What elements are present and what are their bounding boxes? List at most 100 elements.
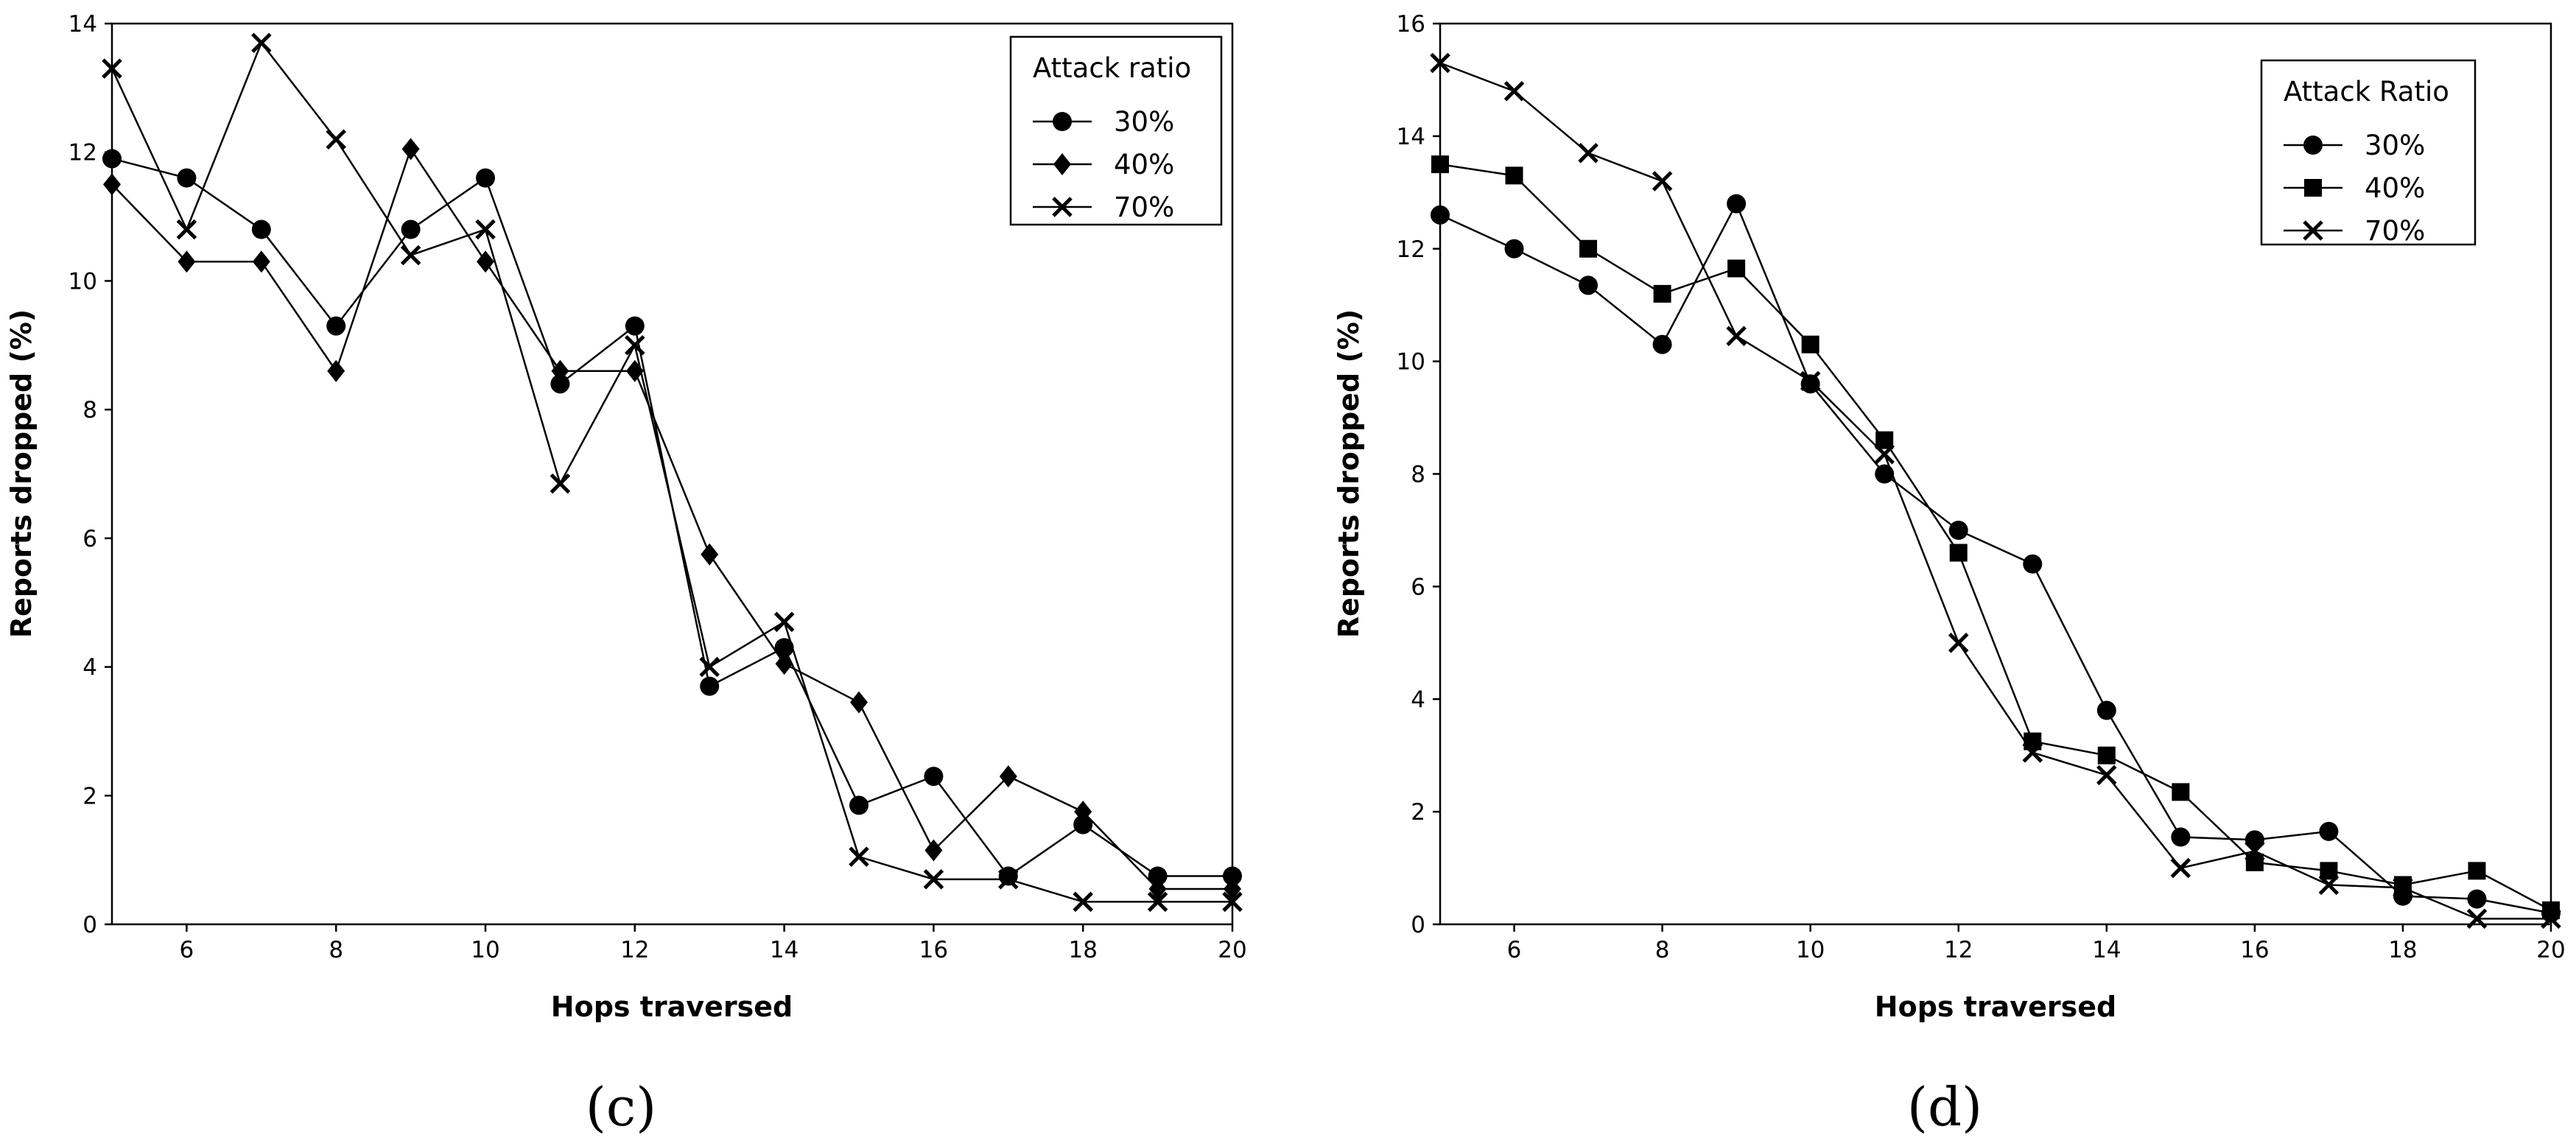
legend: Attack Ratio 30% 40% 70% xyxy=(2260,59,2477,247)
data-point xyxy=(1578,143,1598,164)
data-point xyxy=(2170,857,2191,879)
y-tick-label: 4 xyxy=(83,655,97,681)
data-point xyxy=(998,866,1018,886)
data-point xyxy=(700,676,720,696)
series-line xyxy=(111,147,1232,890)
data-point xyxy=(1073,891,1093,913)
legend-marker xyxy=(2303,136,2323,155)
data-point xyxy=(1949,544,1968,562)
y-tick-label: 10 xyxy=(69,268,97,295)
data-point xyxy=(400,245,421,266)
y-tick-label: 16 xyxy=(1397,11,1425,38)
series-30pct xyxy=(102,149,1242,886)
data-point xyxy=(924,839,943,862)
y-tick-label: 2 xyxy=(1411,799,1425,826)
data-point xyxy=(923,869,944,890)
y-tick-label: 6 xyxy=(1411,574,1425,600)
y-tick-label: 8 xyxy=(83,397,97,423)
data-point xyxy=(1653,284,1671,303)
data-point xyxy=(1875,464,1895,484)
legend-item: 70% xyxy=(2284,215,2425,247)
y-tick-label: 0 xyxy=(83,912,97,938)
legend-label: 70% xyxy=(1114,191,1174,223)
legend-item: 40% xyxy=(1033,149,1174,180)
x-tick-label: 10 xyxy=(471,937,499,963)
legend-marker xyxy=(1052,197,1073,217)
data-point xyxy=(1503,80,1525,102)
legend-title: Attack Ratio xyxy=(2284,76,2449,108)
data-point xyxy=(2541,908,2561,929)
x-tick-label: 6 xyxy=(180,937,194,963)
data-point xyxy=(251,32,272,53)
series-40pct xyxy=(103,138,1241,900)
data-point xyxy=(849,846,869,868)
x-tick-label: 14 xyxy=(770,937,799,963)
data-point xyxy=(2023,554,2043,574)
x-axis-label: Hops traversed xyxy=(1875,991,2116,1023)
data-point xyxy=(1948,520,1968,540)
x-tick-label: 12 xyxy=(620,937,649,963)
data-point xyxy=(1073,815,1093,834)
x-tick-label: 16 xyxy=(2240,937,2269,963)
legend-label: 30% xyxy=(1114,106,1174,138)
data-point xyxy=(102,149,122,169)
data-point xyxy=(326,129,346,150)
series-line xyxy=(111,158,1232,878)
data-point xyxy=(1801,335,1819,354)
legend-item: 70% xyxy=(1033,191,1174,223)
legend-marker xyxy=(1053,112,1072,131)
data-point xyxy=(2171,827,2191,847)
data-point xyxy=(1430,52,1450,74)
data-point xyxy=(1222,891,1243,913)
data-point xyxy=(2393,877,2413,899)
y-tick-label: 10 xyxy=(1397,349,1425,376)
y-tick-label: 6 xyxy=(83,526,97,552)
x-tick-label: 20 xyxy=(1218,937,1246,963)
data-point xyxy=(2096,700,2116,720)
legend-box xyxy=(2260,59,2477,246)
legend-box xyxy=(1009,35,1223,226)
data-point xyxy=(401,138,420,161)
data-point xyxy=(1431,155,1449,174)
data-point xyxy=(550,374,570,394)
data-point xyxy=(850,691,868,714)
data-point xyxy=(2022,742,2043,763)
data-point xyxy=(625,335,645,356)
series-30pct xyxy=(1431,194,2561,923)
data-point xyxy=(2468,862,2486,880)
legend-marker xyxy=(2304,179,2322,197)
data-point xyxy=(1223,866,1242,886)
y-tick-label: 14 xyxy=(69,11,97,38)
data-point xyxy=(2318,874,2340,896)
series-line xyxy=(1439,201,2552,914)
data-point xyxy=(2097,746,2116,764)
y-tick-label: 14 xyxy=(1397,124,1425,150)
panel-label: (d) xyxy=(1907,1076,1982,1138)
data-point xyxy=(998,869,1019,890)
x-tick-label: 8 xyxy=(329,937,343,963)
data-point xyxy=(2319,821,2339,841)
data-point xyxy=(1224,877,1241,900)
data-point xyxy=(103,173,121,196)
data-point xyxy=(2096,764,2117,786)
x-tick-label: 18 xyxy=(2388,937,2417,963)
data-point xyxy=(177,168,197,188)
data-point xyxy=(1431,205,1450,225)
x-axis-label: Hops traversed xyxy=(551,991,793,1023)
plot-frame xyxy=(110,22,1234,926)
data-point xyxy=(477,250,494,273)
chart-c: 0 2 4 6 8 10 12 14 6 8 10 12 14 16 18 20 Reports dropped… xyxy=(5,11,1247,1138)
data-point xyxy=(326,316,346,336)
data-point xyxy=(252,250,270,273)
data-point xyxy=(251,219,271,239)
y-tick-label: 12 xyxy=(1397,236,1425,263)
data-point xyxy=(102,58,122,79)
data-point xyxy=(551,359,569,382)
data-point xyxy=(327,359,345,382)
data-point xyxy=(924,767,944,787)
data-point xyxy=(1652,334,1672,354)
data-point xyxy=(1800,370,1821,392)
legend-marker xyxy=(1053,153,1071,175)
legend-label: 70% xyxy=(2365,215,2425,247)
